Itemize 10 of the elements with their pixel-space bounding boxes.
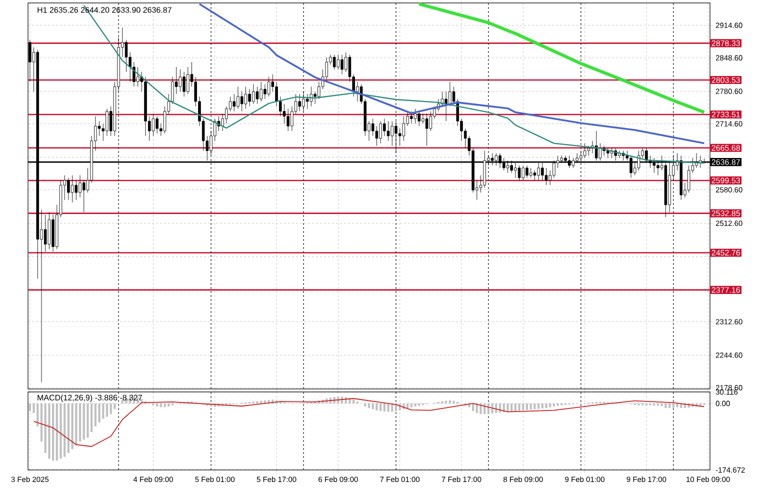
ref-line-label: 2803.53: [712, 77, 740, 83]
ref-line-label: 2665.68: [712, 145, 740, 151]
ref-line-label: 2532.85: [712, 210, 740, 216]
ref-line-label: 2452.76: [712, 250, 740, 256]
ref-line-label: 2377.16: [712, 287, 740, 293]
ref-line-label: 2878.33: [712, 40, 740, 46]
ref-line-label: 2636.87: [712, 159, 740, 165]
ref-line-label: 2599.53: [712, 178, 740, 184]
chart-title: MACD(12,26,9) -3.886 -8.327: [38, 394, 142, 402]
ref-line-label: 2733.51: [712, 112, 740, 118]
